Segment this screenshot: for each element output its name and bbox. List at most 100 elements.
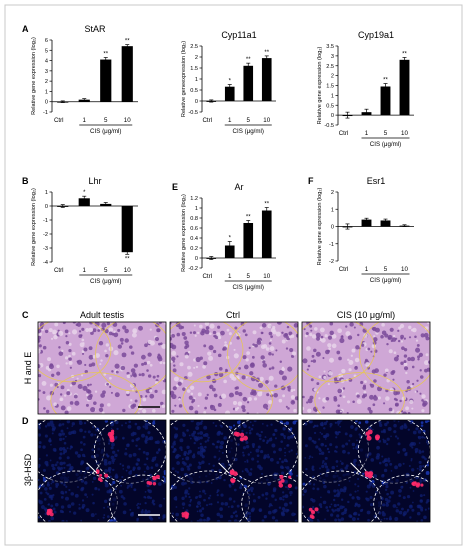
he-cell bbox=[68, 342, 72, 346]
he-cell bbox=[56, 386, 59, 389]
he-cell bbox=[68, 349, 72, 353]
he-cell bbox=[380, 334, 384, 339]
he-cell bbox=[217, 325, 221, 329]
he-cell bbox=[38, 398, 40, 401]
he-panel-3 bbox=[301, 321, 431, 415]
if-panel-1 bbox=[37, 419, 167, 523]
he-cell bbox=[193, 366, 196, 369]
signal-cell bbox=[99, 479, 103, 483]
he-cell bbox=[212, 330, 217, 335]
he-cell bbox=[407, 357, 412, 362]
he-cell bbox=[386, 342, 389, 346]
nucleus bbox=[163, 472, 166, 476]
he-cell bbox=[147, 374, 152, 378]
y-tick-label: 4 bbox=[45, 59, 48, 65]
he-cell bbox=[101, 322, 107, 328]
he-cell bbox=[325, 396, 330, 401]
he-cell bbox=[337, 328, 342, 334]
y-tick-label: 0.5 bbox=[190, 88, 198, 94]
he-panel-1 bbox=[37, 321, 167, 415]
he-cell bbox=[240, 322, 245, 326]
he-cell bbox=[350, 354, 353, 357]
y-tick-label: 1 bbox=[195, 77, 198, 83]
he-cell bbox=[237, 401, 243, 406]
he-cell bbox=[232, 407, 236, 411]
he-cell bbox=[53, 402, 57, 406]
arrow bbox=[86, 462, 98, 474]
he-cell bbox=[212, 387, 216, 392]
he-cell bbox=[223, 379, 227, 384]
he-cell bbox=[407, 412, 411, 414]
he-cell bbox=[133, 363, 139, 368]
signal-cell bbox=[104, 473, 109, 478]
he-cell bbox=[126, 390, 130, 395]
tubule-outline bbox=[302, 322, 376, 383]
he-cell bbox=[313, 388, 317, 392]
he-cell bbox=[171, 334, 176, 338]
tubule-outline bbox=[109, 474, 166, 522]
he-cell bbox=[47, 357, 52, 362]
he-cell bbox=[289, 347, 294, 353]
he-cell bbox=[49, 363, 54, 367]
panel-letter-d: D bbox=[22, 416, 29, 426]
x-tick-label: 5 bbox=[104, 117, 108, 124]
signal-cell bbox=[311, 510, 316, 515]
he-cell bbox=[113, 350, 119, 356]
he-cell bbox=[92, 328, 97, 333]
he-cell bbox=[188, 405, 194, 411]
column-label-cis: CIS (10 μg/ml) bbox=[337, 310, 395, 320]
tubule-outline bbox=[38, 322, 112, 383]
he-cell bbox=[306, 346, 311, 351]
signal-cell bbox=[99, 473, 103, 477]
he-cell bbox=[204, 406, 207, 410]
chart-star: A StAR -1 0 1 2 3 4 5 6 Relative gene expression (… bbox=[22, 24, 138, 135]
he-cell bbox=[99, 403, 104, 408]
he-cell bbox=[383, 402, 386, 405]
he-cell bbox=[160, 401, 164, 406]
he-cell bbox=[369, 383, 372, 386]
he-cell bbox=[77, 383, 83, 390]
y-tick-label: 2 bbox=[331, 190, 334, 196]
he-cell bbox=[170, 322, 172, 325]
he-cell bbox=[49, 383, 53, 387]
he-cell bbox=[233, 353, 239, 359]
significance-marker: ** bbox=[264, 50, 269, 56]
he-cell bbox=[64, 329, 69, 334]
he-cell bbox=[130, 351, 135, 355]
he-cell bbox=[71, 329, 78, 335]
he-cell bbox=[181, 325, 185, 329]
he-cell bbox=[213, 393, 218, 398]
he-cell bbox=[362, 386, 367, 390]
he-cell bbox=[392, 334, 396, 338]
he-cell bbox=[347, 358, 350, 362]
he-cell bbox=[316, 382, 320, 386]
he-cell bbox=[183, 336, 188, 340]
chart-title-ar: Ar bbox=[235, 182, 244, 192]
tubule-outline bbox=[373, 474, 430, 522]
he-cell bbox=[397, 339, 401, 343]
he-cell bbox=[65, 334, 68, 338]
he-cell bbox=[268, 351, 272, 356]
he-cell bbox=[249, 371, 254, 376]
he-cell bbox=[50, 337, 54, 340]
he-cell bbox=[206, 374, 211, 380]
he-cell bbox=[154, 389, 158, 393]
he-cell bbox=[395, 337, 398, 340]
he-cell bbox=[392, 378, 395, 381]
he-cell bbox=[124, 338, 129, 343]
he-cell bbox=[385, 396, 390, 401]
he-cell bbox=[244, 333, 248, 337]
he-cell bbox=[260, 355, 265, 360]
he-cell bbox=[252, 343, 255, 346]
he-cell bbox=[260, 391, 263, 394]
x-axis-label: CIS (μg/ml) bbox=[233, 128, 264, 135]
he-cell bbox=[278, 398, 283, 403]
he-cell bbox=[181, 332, 186, 337]
he-cell bbox=[120, 365, 126, 371]
he-cell bbox=[83, 347, 88, 352]
he-cell bbox=[381, 323, 385, 327]
bar-lhr-1 bbox=[78, 198, 90, 206]
he-cell bbox=[58, 330, 64, 337]
he-cell bbox=[322, 357, 325, 360]
signal-cell bbox=[230, 477, 235, 483]
